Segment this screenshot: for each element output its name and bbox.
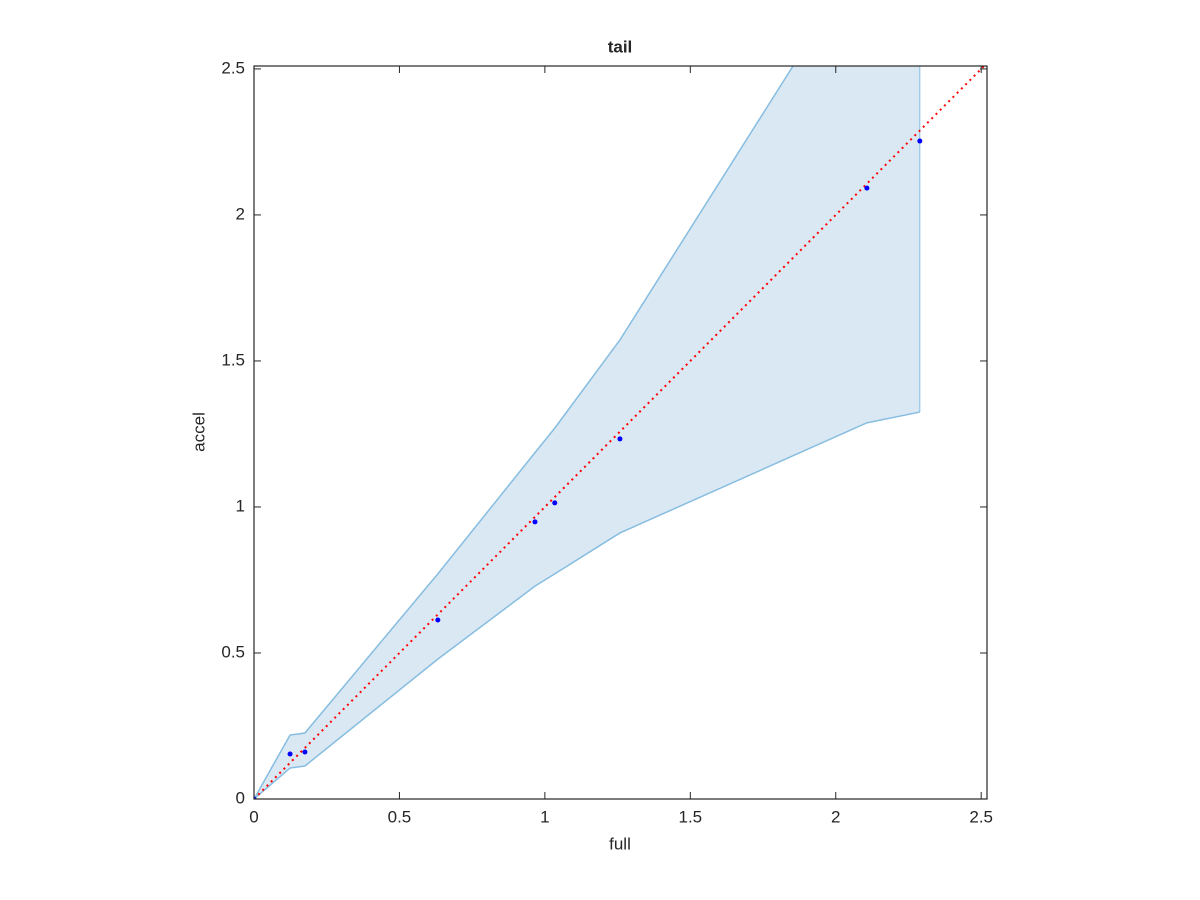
chart-title: tail	[608, 37, 633, 56]
y-tick-label: 2.5	[221, 58, 245, 77]
data-point	[254, 796, 257, 799]
data-point	[532, 519, 538, 525]
axes-box	[253, 65, 988, 800]
band-lower-edge	[254, 411, 920, 799]
band-fill	[254, 66, 920, 799]
data-point	[302, 749, 308, 755]
data-point	[287, 751, 293, 757]
y-axis-label: accel	[189, 412, 208, 452]
y-tick-label: 1	[236, 496, 245, 515]
plot-area	[254, 66, 985, 799]
data-point	[617, 436, 623, 442]
reference-line	[254, 66, 985, 799]
y-tick-label: 0.5	[221, 642, 245, 661]
x-axis-label: full	[609, 834, 631, 853]
x-tick-label: 1.5	[678, 807, 702, 826]
data-point	[435, 617, 441, 623]
y-tick-label: 2	[236, 204, 245, 223]
data-point	[552, 500, 558, 506]
y-tick-label: 0	[236, 788, 245, 807]
data-point	[864, 185, 870, 191]
x-tick-label: 2	[831, 807, 840, 826]
x-tick-label: 0	[249, 807, 258, 826]
band-upper-edge	[254, 66, 794, 799]
x-tick-label: 1	[540, 807, 549, 826]
data-point	[917, 138, 923, 144]
x-tick-label: 0.5	[388, 807, 412, 826]
y-tick-label: 1.5	[221, 350, 245, 369]
x-tick-label: 2.5	[969, 807, 993, 826]
